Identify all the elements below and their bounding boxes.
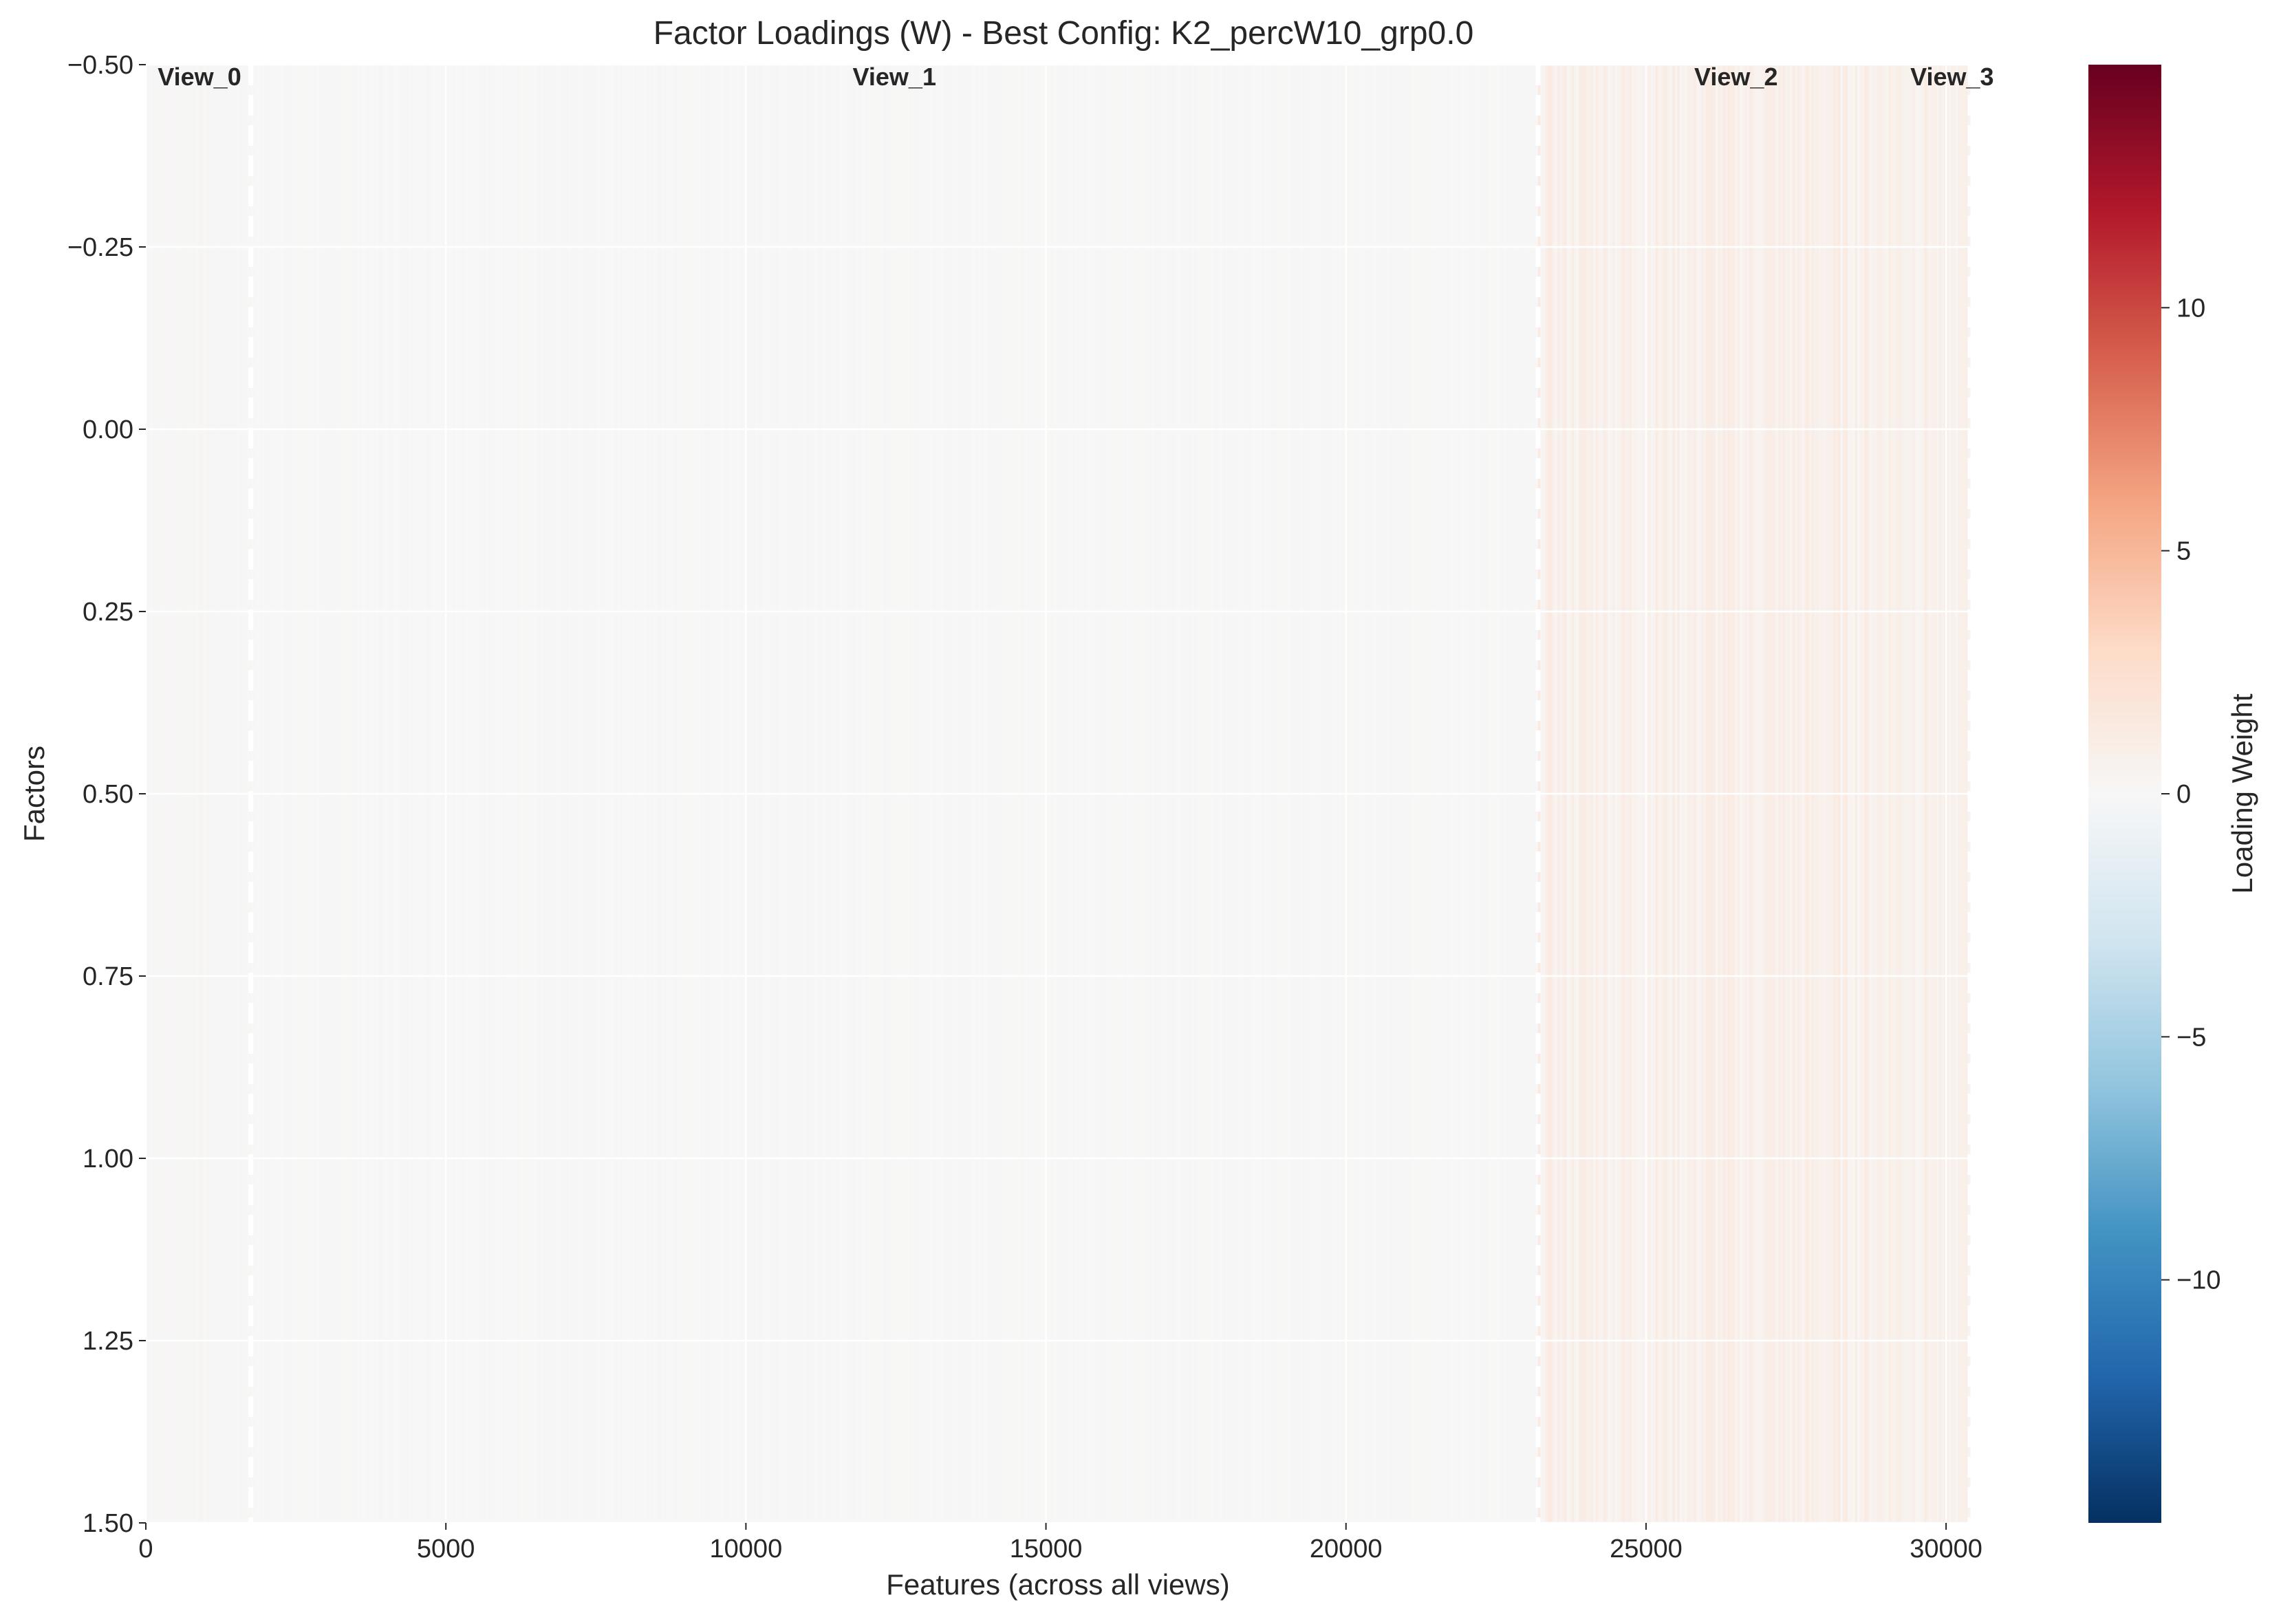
colorbar (2088, 65, 2161, 1523)
y-tick-label: 1.25 (83, 1327, 133, 1356)
x-tick-label: 30000 (1910, 1535, 1982, 1563)
colorbar-tick-label: −5 (2176, 1023, 2206, 1052)
colorbar-label: Loading Weight (2226, 693, 2258, 894)
chart-title: Factor Loadings (W) - Best Config: K2_pe… (653, 15, 1474, 52)
y-tick-label: 0.75 (83, 962, 133, 991)
colorbar-tick-label: 5 (2176, 537, 2191, 566)
colorbar-tick-label: 0 (2176, 780, 2191, 809)
colorbar-tick-label: −10 (2176, 1266, 2220, 1295)
grid-lines (144, 63, 1970, 1524)
x-tick-label: 5000 (417, 1535, 475, 1563)
y-tick-label: 1.50 (83, 1509, 133, 1538)
y-tick-label: 1.00 (83, 1145, 133, 1173)
x-axis-ticks: 0 5000 10000 15000 20000 25000 30000 (138, 1523, 1982, 1563)
x-tick-label: 20000 (1310, 1535, 1383, 1563)
y-tick-label: −0.50 (67, 51, 133, 80)
y-axis-label: Factors (18, 746, 50, 842)
y-tick-label: 0.00 (83, 415, 133, 444)
view-label: View_0 (158, 63, 241, 91)
view-boundaries (248, 65, 1973, 1523)
x-tick-label: 15000 (1010, 1535, 1083, 1563)
y-tick-label: 0.50 (83, 780, 133, 809)
y-tick-label: −0.25 (67, 233, 133, 262)
x-tick-label: 10000 (710, 1535, 783, 1563)
colorbar-tick-label: 10 (2176, 294, 2205, 323)
x-axis-label: Features (across all views) (886, 1568, 1229, 1601)
y-tick-label: 0.25 (83, 598, 133, 627)
x-tick-label: 25000 (1610, 1535, 1683, 1563)
x-tick-label: 0 (138, 1535, 153, 1563)
colorbar-ticks: 10 5 0 −5 −10 (2161, 294, 2220, 1295)
view-labels: View_0 View_1 View_2 View_3 (158, 63, 1993, 91)
y-axis-ticks: −0.50 −0.25 0.00 0.25 0.50 0.75 1.00 1.25 1.50 (67, 51, 146, 1538)
view-label: View_2 (1694, 63, 1777, 91)
view-label: View_3 (1910, 63, 1993, 91)
view-label: View_1 (853, 63, 936, 91)
